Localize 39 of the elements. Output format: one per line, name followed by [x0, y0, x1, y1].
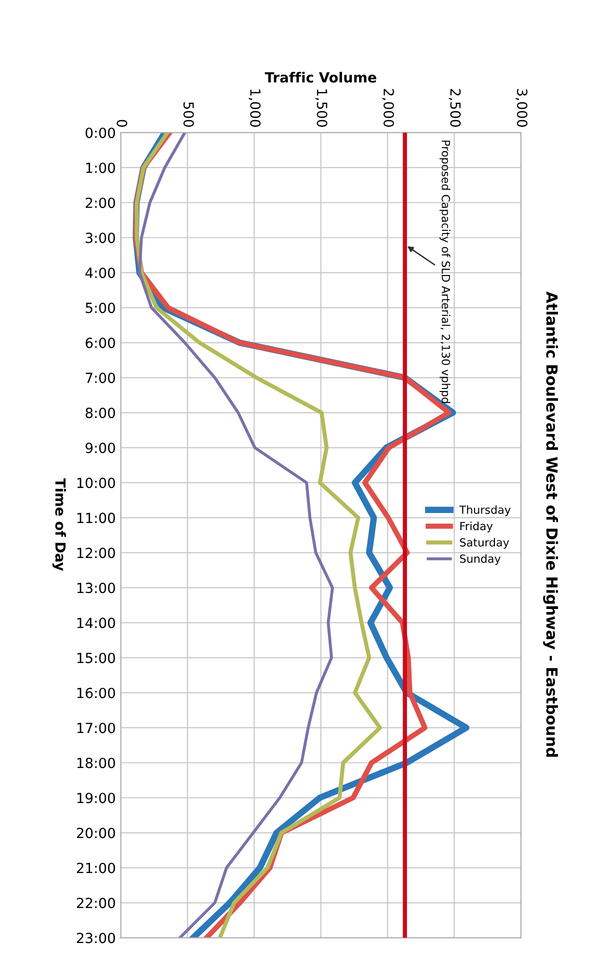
y-tick-label: 4:00: [85, 268, 115, 278]
x-tick-label: 0: [116, 120, 128, 127]
y-tick-label: 7:00: [86, 372, 115, 384]
y-tick-label: 2:00: [86, 198, 115, 208]
y-tick-label: 10:00: [77, 478, 115, 488]
y-tick-label: 12:00: [77, 548, 115, 558]
x-tick-label: 500: [183, 102, 194, 127]
ref-line-label: Proposed Capacity of SLD Arterial, 2,130 vphpd: [440, 140, 450, 404]
x-axis-title: Traffic Volume: [264, 72, 376, 83]
x-tick-label: 1,500: [315, 90, 328, 127]
text: Atlantic Boulevard West of Dixie Highway - Eastbound: [543, 291, 558, 757]
x-tick-label: 2,000: [382, 89, 394, 127]
x-tick-label: 3,000: [516, 89, 528, 127]
y-axis-title: Time of Day: [52, 478, 66, 571]
y-tick-label: 20:00: [76, 828, 115, 838]
legend-label: Thursday: [459, 505, 511, 516]
x-tick-label: 1,000: [248, 90, 261, 127]
y-tick-label: 9:00: [86, 442, 115, 454]
legend-label: Friday: [460, 522, 493, 532]
y-tick-label: 5:00: [86, 302, 115, 314]
legend-label: Saturday: [460, 538, 510, 549]
y-tick-label: 22:00: [76, 898, 115, 908]
y-tick-label: 13:00: [77, 582, 115, 594]
y-tick-label: 17:00: [77, 722, 115, 734]
y-tick-label: 11:00: [77, 512, 115, 524]
y-tick-label: 15:00: [77, 652, 115, 664]
y-tick-label: 21:00: [76, 862, 115, 874]
y-tick-label: 14:00: [77, 618, 115, 628]
y-tick-label: 18:00: [77, 758, 115, 768]
y-tick-label: 19:00: [77, 792, 115, 804]
legend-label: Sunday: [460, 554, 501, 566]
y-tick-label: 1:00: [86, 162, 115, 174]
x-tick-label: 2,500: [448, 89, 461, 127]
y-tick-label: 23:00: [76, 932, 115, 944]
y-tick-label: 8:00: [86, 408, 115, 418]
y-tick-label: 6:00: [86, 338, 115, 348]
y-tick-label: 3:00: [86, 232, 115, 244]
y-tick-label: 0:00: [86, 128, 115, 138]
y-tick-label: 16:00: [77, 688, 115, 698]
